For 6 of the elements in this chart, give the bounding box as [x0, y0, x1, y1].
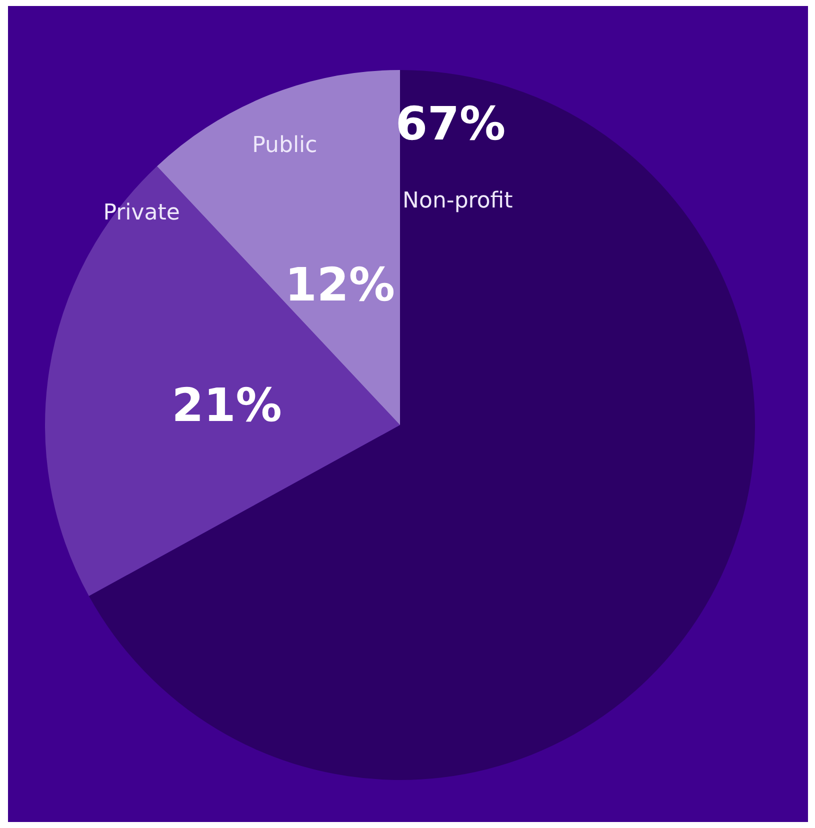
data-label: 21% [172, 378, 282, 432]
data-label: 67% [396, 96, 506, 150]
slice-label: Non-profit [402, 188, 514, 214]
slice-label: Public [252, 132, 318, 158]
slice-label: Private [103, 200, 180, 226]
data-label: 12% [284, 257, 395, 312]
